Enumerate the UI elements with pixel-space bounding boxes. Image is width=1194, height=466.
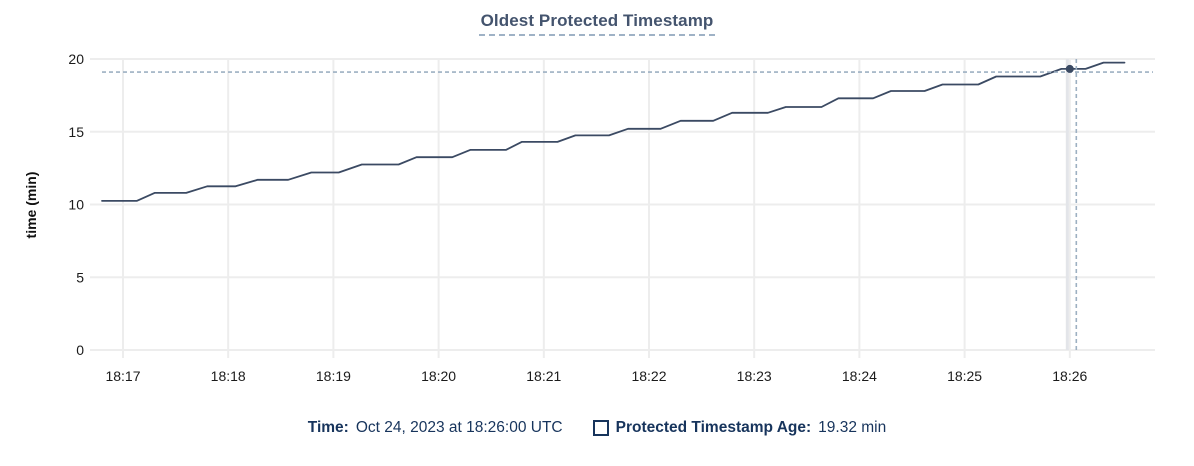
- hover-point-dot: [1065, 64, 1074, 73]
- y-tick-label: 10: [68, 197, 84, 213]
- plot-area[interactable]: 0 5 10 15 20 18:17 18:18 18:19 18:20 18:21 18:22 18…: [0, 0, 1194, 412]
- y-tick-label: 15: [68, 124, 84, 140]
- series-label: Protected Timestamp Age:: [615, 419, 812, 436]
- y-tick-label: 5: [76, 269, 84, 285]
- x-tick-label: 18:20: [421, 368, 456, 384]
- x-tick-label: 18:26: [1052, 368, 1087, 384]
- time-value: Oct 24, 2023 at 18:26:00 UTC: [355, 419, 563, 436]
- legend-item-protected-timestamp-age[interactable]: Protected Timestamp Age: 19.32 min: [592, 419, 887, 437]
- x-tick-label: 18:24: [842, 368, 877, 384]
- hover-readout-bar: Time: Oct 24, 2023 at 18:26:00 UTC Prote…: [0, 419, 1194, 437]
- hover-time-readout: Time: Oct 24, 2023 at 18:26:00 UTC: [308, 419, 563, 437]
- chart-title-text[interactable]: Oldest Protected Timestamp: [478, 11, 716, 36]
- x-tick-label: 18:18: [211, 368, 246, 384]
- x-tick-label: 18:25: [947, 368, 982, 384]
- time-label: Time:: [307, 419, 349, 436]
- chart-header: Oldest Protected Timestamp: [0, 11, 1194, 36]
- series-swatch-icon[interactable]: [592, 420, 609, 436]
- x-tick-label: 18:22: [631, 368, 666, 384]
- y-tick-label: 0: [76, 342, 84, 358]
- series-line-protected-timestamp-age: [101, 61, 1126, 202]
- x-tick-label: 18:23: [737, 368, 772, 384]
- y-axis-title: time (min): [23, 172, 39, 239]
- series-value: 19.32 min: [818, 419, 887, 436]
- x-tick-label: 18:21: [526, 368, 561, 384]
- x-tick-label: 18:19: [316, 368, 351, 384]
- x-tick-label: 18:17: [105, 368, 140, 384]
- y-tick-label: 20: [68, 51, 84, 67]
